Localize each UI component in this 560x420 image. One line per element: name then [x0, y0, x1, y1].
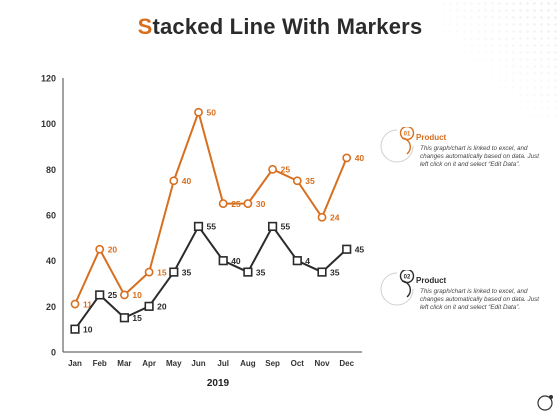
legend-description-1: This graph/chart is linked to excel, and…: [420, 145, 540, 169]
series-2-point: [267, 221, 278, 232]
series-1-data-label: 11: [83, 299, 92, 309]
series-2-data-label: 55: [281, 222, 291, 232]
legend-name-1: Product: [416, 133, 447, 142]
series-2-point: [144, 301, 154, 311]
y-tick-label: 60: [46, 211, 56, 221]
title-first-letter: S: [137, 14, 153, 39]
x-tick-label: Sep: [265, 359, 280, 368]
series-2-point: [70, 324, 80, 334]
series-2-data-label: 15: [132, 313, 142, 323]
legend-number-2: 02: [404, 274, 411, 280]
series-1-point: [342, 153, 352, 163]
x-tick-label: Jul: [217, 359, 229, 368]
legend-name-2: Product: [416, 276, 447, 285]
series-1-point: [144, 267, 154, 277]
x-tick-label: Feb: [93, 359, 107, 368]
series-1-data-label: 10: [132, 290, 142, 300]
legend-description-2: This graph/chart is linked to excel, and…: [420, 288, 540, 312]
series-2-data-label: 10: [83, 324, 93, 334]
title-rest: tacked Line With Markers: [152, 14, 423, 39]
series-2-data-label: 55: [207, 222, 217, 232]
x-tick-label: Dec: [339, 359, 354, 368]
series-2-data-label: 45: [355, 244, 365, 254]
y-tick-label: 0: [51, 348, 56, 358]
series-2-point: [95, 290, 105, 300]
series-1-data-label: 50: [207, 107, 217, 117]
series-line-1: [74, 111, 348, 305]
series-2-data-label: 35: [182, 267, 192, 277]
series-1-data-label: 24: [330, 212, 340, 222]
y-tick-label: 40: [46, 256, 56, 266]
series-1-point: [95, 244, 105, 254]
legend-circle-1: 01: [380, 127, 415, 163]
x-tick-label: Jun: [191, 359, 205, 368]
series-2-data-label: 35: [256, 267, 266, 277]
series-1-data-label: 25: [231, 199, 241, 209]
y-tick-label: 120: [41, 74, 56, 84]
x-tick-label: Aug: [240, 359, 256, 368]
y-tick-label: 80: [46, 165, 56, 175]
x-tick-label: Mar: [117, 359, 131, 368]
x-tick-label: Oct: [291, 359, 305, 368]
series-1-point: [218, 199, 228, 208]
page-title: Stacked Line With Markers: [0, 14, 560, 40]
corner-logo-icon: [537, 395, 553, 411]
series-1-point: [292, 176, 302, 186]
series-1-point: [120, 290, 129, 300]
series-1-data-label: 20: [108, 244, 118, 254]
series-2-point: [292, 256, 302, 266]
x-tick-label: May: [166, 359, 182, 368]
series-2-data-label: 25: [108, 290, 118, 300]
x-axis-label: 2019: [207, 378, 230, 389]
series-2-data-label: 35: [330, 267, 340, 277]
x-tick-label: Jan: [68, 359, 82, 368]
series-1-point: [169, 176, 179, 186]
series-2-point: [342, 244, 352, 254]
y-tick-label: 100: [41, 119, 56, 129]
series-1-point: [243, 199, 253, 208]
legend-number-1: 01: [404, 131, 411, 137]
x-tick-label: Apr: [142, 359, 156, 368]
series-1-point: [268, 164, 277, 174]
series-2-data-label: 40: [231, 256, 241, 266]
series-1-data-label: 15: [157, 267, 167, 277]
series-2-point: [119, 313, 129, 323]
series-1-point: [70, 299, 80, 309]
series-2-data-label: 4: [305, 256, 310, 266]
series-1-data-label: 30: [256, 199, 266, 209]
y-tick-label: 20: [46, 302, 56, 312]
dot-pattern-decoration: [440, 0, 560, 120]
series-1-data-label: 40: [182, 176, 192, 186]
series-1-data-label: 40: [355, 153, 365, 163]
axes: 0 20 40 60 80 100 120 Jan Feb Mar Apr May Jun Jul Aug S…: [41, 74, 362, 389]
series-2-data-label: 20: [157, 302, 167, 312]
series-1-point: [317, 212, 327, 222]
series-2-point: [218, 256, 228, 266]
series-1-data-label: 35: [305, 176, 315, 186]
legend-circle-2: 02: [380, 270, 415, 306]
series-2-point: [193, 221, 204, 232]
series-1-data-label: 25: [281, 165, 291, 175]
x-tick-label: Nov: [314, 359, 330, 368]
series-2-point: [243, 267, 253, 277]
series-2-point: [169, 267, 179, 277]
series-2-point: [317, 267, 327, 277]
series-1-point: [194, 107, 203, 117]
series-layer: 11 20 10 15 40 50 25 30 25 35 24 40 10 25 15 20 35 55 40 35…: [70, 107, 365, 334]
